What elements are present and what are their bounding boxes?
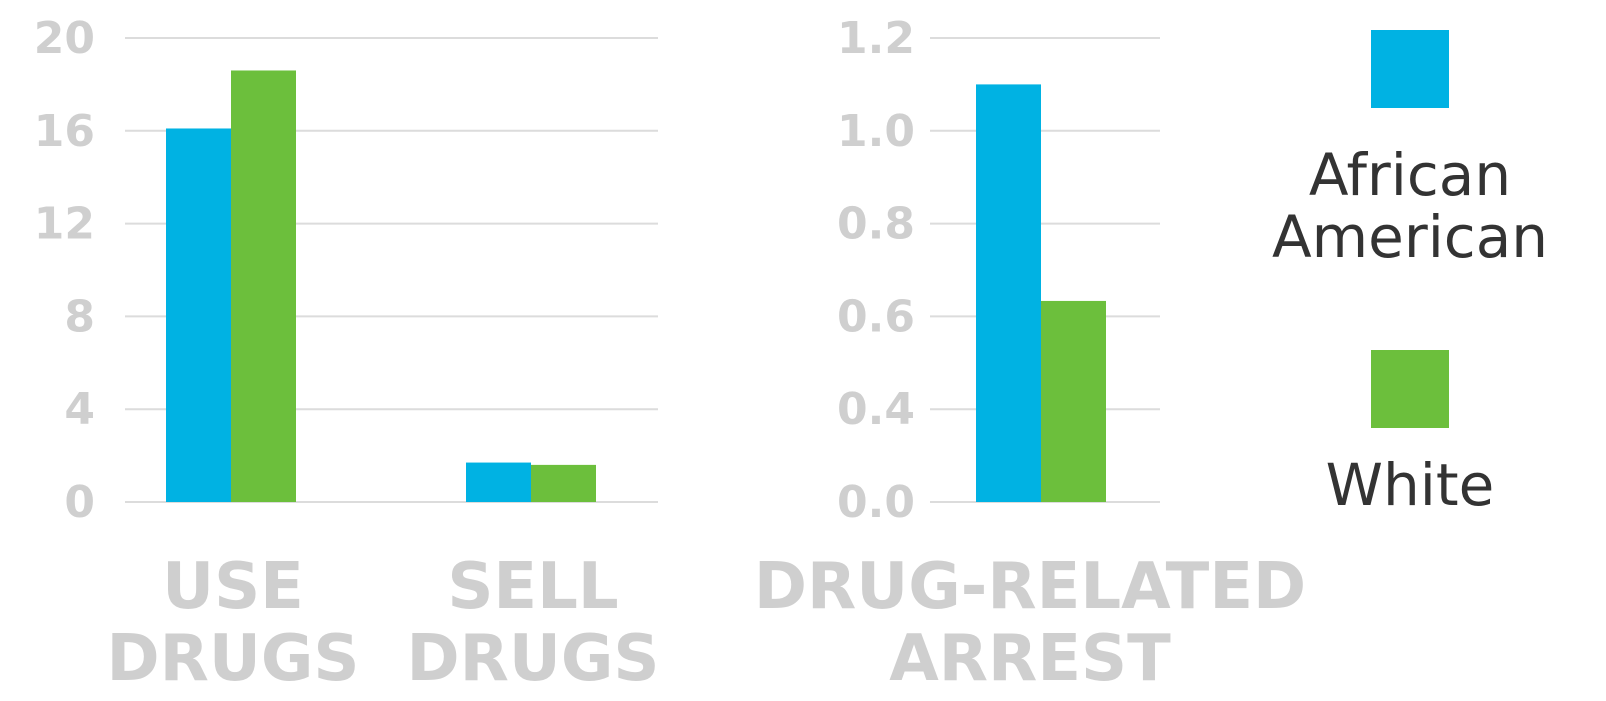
legend-label: White xyxy=(1326,451,1495,519)
category-label: SELL xyxy=(447,550,618,624)
bar-white xyxy=(231,70,296,502)
y-tick-label: 0.6 xyxy=(837,291,915,342)
category-label: DRUG-RELATED xyxy=(754,550,1306,624)
category-label: USE xyxy=(162,550,304,624)
y-tick-label: 1.0 xyxy=(837,106,915,157)
category-label: DRUGS xyxy=(407,622,660,696)
y-tick-label: 4 xyxy=(64,384,95,435)
legend-label: American xyxy=(1272,203,1548,271)
y-tick-label: 0 xyxy=(64,477,95,528)
bar-white xyxy=(1041,300,1106,502)
y-tick-label: 1.2 xyxy=(837,13,915,64)
y-tick-label: 8 xyxy=(64,291,95,342)
bar-african-american xyxy=(976,84,1041,503)
bar-white xyxy=(531,464,596,502)
y-tick-label: 0.4 xyxy=(837,384,915,435)
y-tick-label: 20 xyxy=(34,13,95,64)
bar-african-american xyxy=(166,128,231,503)
y-tick-label: 12 xyxy=(34,199,95,250)
bar-african-american xyxy=(466,462,531,502)
category-label: DRUGS xyxy=(107,622,360,696)
legend-swatch-white xyxy=(1371,350,1449,428)
legend-label: African xyxy=(1309,141,1511,209)
y-tick-label: 0.0 xyxy=(837,477,915,528)
y-tick-label: 0.8 xyxy=(837,199,915,250)
category-label: ARREST xyxy=(889,622,1171,696)
y-tick-label: 16 xyxy=(34,106,95,157)
legend-swatch-african-american xyxy=(1371,30,1449,108)
